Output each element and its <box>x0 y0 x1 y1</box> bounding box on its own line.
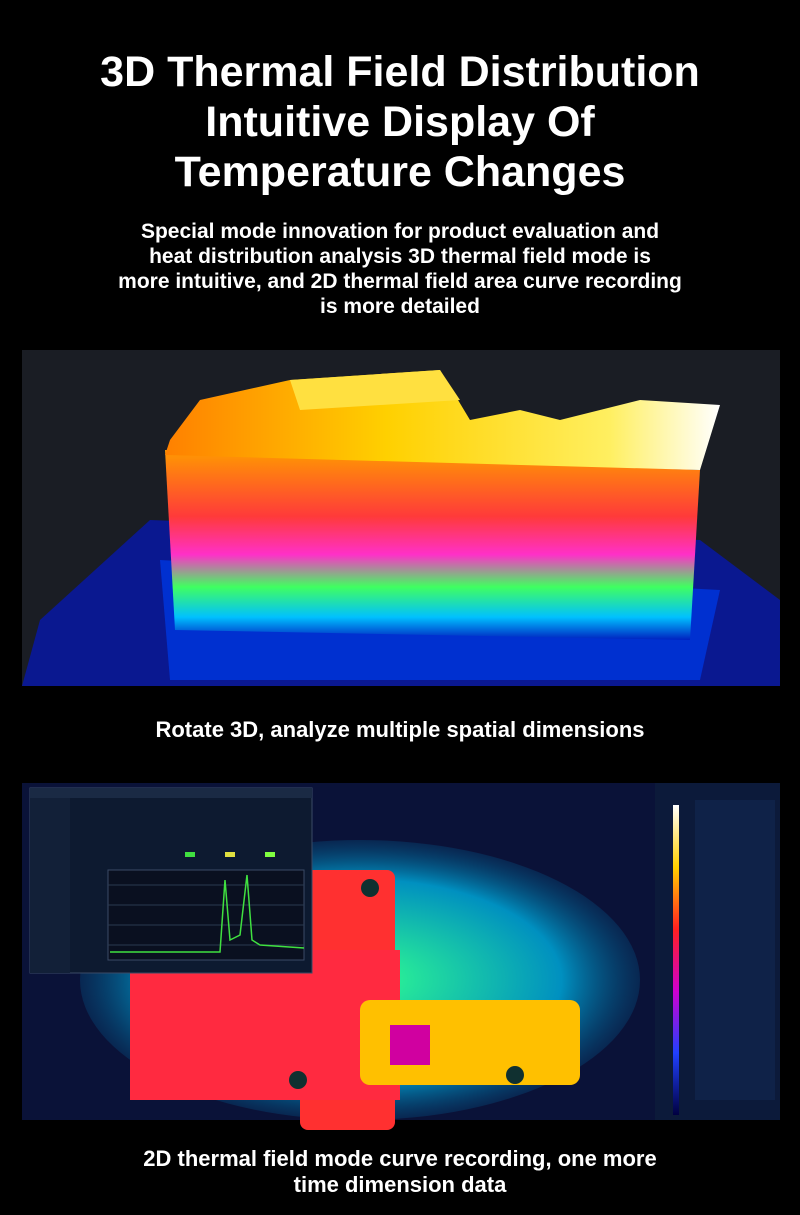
caption: Rotate 3D, analyze multiple spatial dime… <box>155 717 644 742</box>
caption: 2D thermal field mode curve recording, o… <box>143 1146 656 1171</box>
subtitle-line: is more detailed <box>320 295 480 318</box>
thermal-2d-screenshot <box>22 783 780 1130</box>
subtitle-line: Special mode innovation for product eval… <box>141 220 659 243</box>
subtitle-line: more intuitive, and 2D thermal field are… <box>118 270 682 293</box>
title-line: Temperature Changes <box>175 148 626 196</box>
caption: time dimension data <box>294 1172 507 1197</box>
title-line: 3D Thermal Field Distribution <box>100 48 700 96</box>
thermal-3d-image <box>22 350 780 686</box>
header: 3D Thermal Field Distribution Intuitive … <box>100 48 700 318</box>
title-line: Intuitive Display Of <box>205 98 595 146</box>
subtitle-line: heat distribution analysis 3D thermal fi… <box>149 245 651 268</box>
